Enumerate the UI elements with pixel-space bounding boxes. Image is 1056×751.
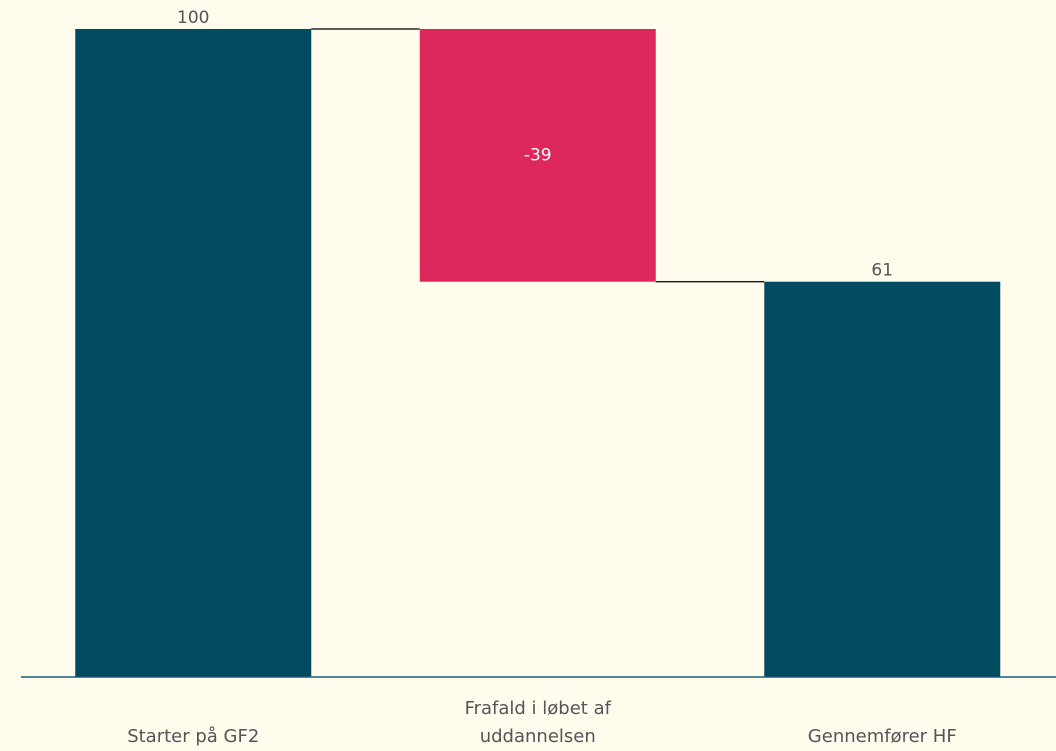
bar (419, 29, 656, 282)
x-tick-label: Frafald i løbet af uddannelsen (464, 698, 611, 747)
bar (764, 281, 1001, 677)
x-tick-label: Gennemfører HF (807, 726, 957, 747)
value-label: -39 (524, 145, 552, 165)
value-label: 61 (871, 261, 893, 281)
x-tick-label: Starter på GF2 (127, 726, 260, 747)
bar (75, 29, 312, 677)
value-label: 100 (177, 8, 209, 28)
